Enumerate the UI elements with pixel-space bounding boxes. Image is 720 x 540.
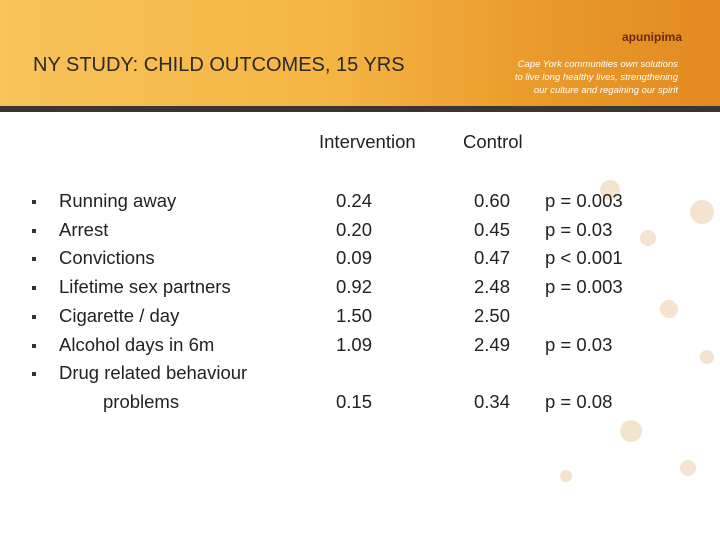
- slide-title: NY STUDY: CHILD OUTCOMES, 15 YRS: [33, 54, 405, 76]
- tagline-line: our culture and regaining our spirit: [533, 85, 678, 96]
- control-value: 0.47: [474, 247, 511, 269]
- tagline-line: to live long healthy lives, strengthenin…: [514, 72, 678, 83]
- header-band: [0, 0, 720, 106]
- tagline: Cape York communities own solutions to l…: [515, 58, 678, 97]
- logo: apunipima: [622, 30, 683, 44]
- decoration: [560, 470, 572, 482]
- intervention-value: 0.24: [336, 190, 373, 211]
- control-value: 0.34: [474, 390, 511, 412]
- bullet: [32, 200, 36, 204]
- p-value: p = 0.003: [545, 276, 623, 298]
- column-header: Control: [463, 131, 523, 152]
- decoration: [690, 200, 714, 224]
- control-value: 2.48: [474, 276, 511, 298]
- intervention-value: 0.15: [336, 390, 373, 412]
- decoration: [620, 420, 642, 442]
- intervention-value: 1.50: [336, 304, 373, 326]
- bullet: [32, 286, 36, 291]
- p-value: p = 0.03: [545, 333, 613, 355]
- decoration: [680, 460, 696, 476]
- header-rule: [0, 106, 720, 112]
- row-label: Running away: [59, 190, 177, 211]
- intervention-value: 0.09: [336, 247, 373, 269]
- intervention-value: 0.92: [336, 276, 373, 298]
- control-value: 0.60: [474, 190, 511, 211]
- control-value: 2.50: [474, 304, 511, 326]
- p-value: p = 0.03: [545, 218, 613, 240]
- decoration: [700, 350, 714, 364]
- decoration: [660, 300, 678, 318]
- control-value: 2.49: [474, 333, 511, 355]
- bullet: [32, 228, 36, 233]
- row-label: Lifetime sex partners: [59, 276, 231, 298]
- row-label: Drug related behaviour: [59, 362, 248, 384]
- bullet: [32, 314, 36, 319]
- row-label: Convictions: [59, 247, 155, 269]
- intervention-value: 0.20: [336, 218, 373, 240]
- row-label: problems: [103, 390, 180, 412]
- p-value: p = 0.08: [545, 390, 613, 412]
- decoration: [600, 180, 620, 200]
- p-value: p < 0.001: [545, 247, 623, 269]
- tagline-line: Cape York communities own solutions: [517, 59, 678, 70]
- row-label: Cigarette / day: [59, 304, 180, 326]
- p-value: p = 0.003: [545, 190, 623, 211]
- column-header: Intervention: [319, 131, 416, 152]
- bullet: [32, 372, 36, 377]
- bullet: [32, 257, 36, 262]
- decoration: [640, 230, 656, 246]
- intervention-value: 1.09: [336, 333, 373, 355]
- row-label: Alcohol days in 6m: [59, 333, 215, 355]
- row-label: Arrest: [59, 218, 109, 240]
- bullet: [32, 343, 36, 348]
- control-value: 0.45: [474, 218, 511, 240]
